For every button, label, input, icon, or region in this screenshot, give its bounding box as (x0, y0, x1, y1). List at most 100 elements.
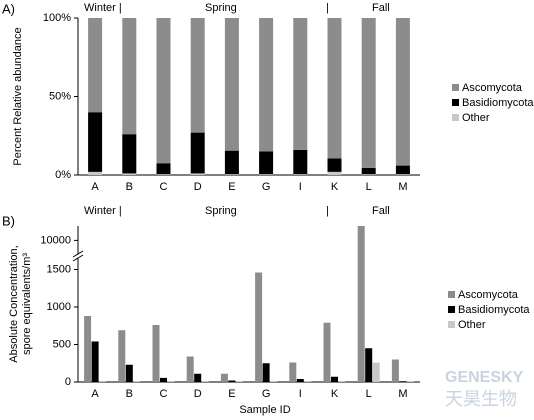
x-tick-label: D (194, 388, 202, 400)
bar-segment (395, 18, 410, 166)
bar-segment (293, 18, 308, 150)
bar-segment (327, 158, 342, 172)
axis-break (72, 250, 84, 258)
bar-segment (361, 167, 376, 175)
y-tick-label: 0% (55, 169, 71, 181)
legend-swatch (448, 291, 455, 298)
bar (365, 348, 373, 382)
x-tick-label: D (194, 181, 202, 193)
season-label: Fall (372, 2, 390, 14)
bar-segment (395, 165, 410, 175)
bar-segment (259, 151, 274, 175)
bar (118, 330, 126, 382)
x-tick-label: B (126, 388, 133, 400)
bar (323, 322, 331, 382)
legend-swatch (452, 84, 459, 91)
bar (372, 362, 380, 382)
x-tick-label: C (160, 181, 168, 193)
legend-swatch (452, 99, 459, 106)
bar (296, 379, 304, 382)
bar (99, 380, 107, 382)
bar (357, 226, 365, 382)
x-tick-label: B (126, 181, 133, 193)
bar (91, 341, 99, 382)
panel-label: A) (2, 1, 15, 16)
x-tick-label: L (366, 181, 372, 193)
season-label: | (326, 205, 329, 217)
x-tick-label: M (398, 388, 407, 400)
y-tick-label: 1000 (47, 301, 71, 313)
season-label: Spring (205, 205, 237, 217)
bar-segment (327, 171, 342, 175)
bar-segment (259, 18, 274, 152)
y-tick-label: 500 (53, 338, 71, 350)
watermark: GENESKY (445, 369, 524, 386)
season-label: | (326, 2, 329, 14)
bar-segment (395, 174, 410, 175)
bar-segment (88, 18, 103, 113)
bar-segment (88, 171, 103, 175)
y-tick-label: 100% (43, 12, 71, 24)
bar (160, 377, 167, 382)
season-label: Spring (205, 2, 237, 14)
bar-segment (361, 18, 376, 168)
x-tick-label: K (331, 388, 339, 400)
legend-swatch (448, 321, 455, 328)
bar (84, 316, 92, 382)
bar-segment (190, 173, 205, 175)
bar-segment (156, 163, 171, 175)
x-tick-label: G (262, 388, 271, 400)
bar-segment (293, 174, 308, 175)
bar (228, 380, 236, 382)
x-tick-label: C (160, 388, 168, 400)
bar (255, 272, 263, 382)
bar (289, 362, 297, 382)
bar (331, 376, 338, 382)
bar (125, 364, 133, 382)
legend-swatch (448, 306, 455, 313)
x-tick-label: M (398, 181, 407, 193)
y-tick-label: 0 (65, 376, 71, 388)
season-label: Fall (372, 205, 390, 217)
bar-segment (190, 132, 205, 174)
bar-segment (293, 149, 308, 175)
y-axis-label: Absolute Concentration, (8, 245, 20, 362)
x-tick-label: I (299, 388, 302, 400)
legend-label: Other (458, 319, 486, 331)
bar (194, 373, 202, 382)
x-tick-label: E (228, 181, 235, 193)
legend-label: Ascomycota (458, 289, 519, 301)
x-tick-label: G (262, 181, 271, 193)
bar (262, 363, 270, 382)
bar-segment (224, 174, 239, 175)
bar-segment (327, 18, 342, 159)
bar-segment (259, 174, 274, 175)
legend-label: Basidiomycota (458, 304, 530, 316)
bar-segment (156, 174, 171, 175)
y-tick-label: 1500 (47, 263, 71, 275)
bar (152, 325, 160, 382)
legend-label: Basidiomycota (462, 97, 534, 109)
bar (186, 356, 194, 382)
legend-label: Other (462, 112, 490, 124)
bar-segment (156, 18, 171, 164)
x-tick-label: I (299, 181, 302, 193)
season-label: Winter | (84, 2, 122, 14)
y-axis-label: spore equivalents/m³ (21, 253, 33, 355)
bar (391, 359, 399, 382)
x-axis-label: Sample ID (239, 404, 290, 416)
y-axis-label: Percent Relative abundance (12, 27, 24, 165)
watermark: 天昊生物 (445, 389, 517, 409)
bar-segment (122, 18, 137, 135)
x-tick-label: K (331, 181, 339, 193)
x-tick-label: L (366, 388, 372, 400)
bar-segment (122, 173, 137, 175)
bar-segment (122, 134, 137, 174)
bar (399, 381, 407, 382)
bar-segment (361, 174, 376, 175)
bar-segment (190, 18, 205, 133)
bar-segment (224, 18, 239, 151)
y-tick-label: 50% (49, 90, 71, 102)
x-tick-label: E (228, 388, 235, 400)
